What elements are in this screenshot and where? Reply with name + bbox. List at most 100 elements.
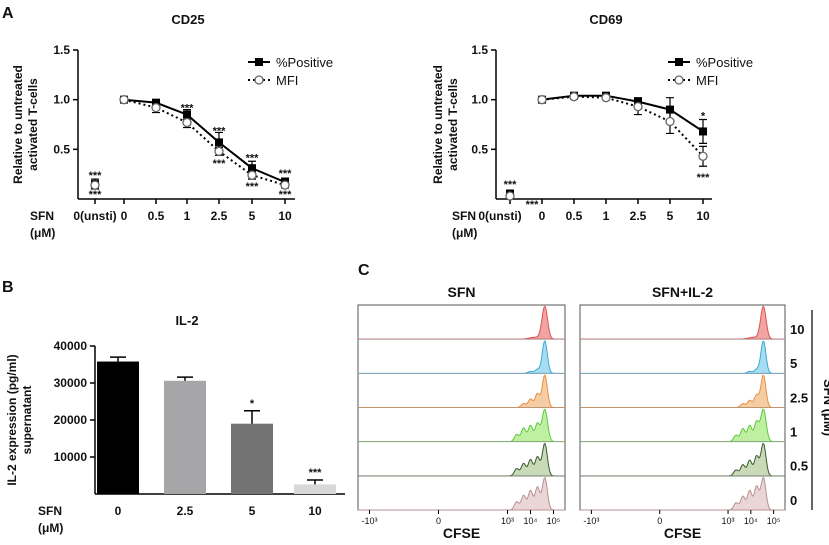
legend-label: MFI — [276, 73, 298, 88]
y-axis-label-line: Relative to untreated — [431, 65, 445, 184]
y-axis-label-line: Relative to untreated — [11, 65, 25, 184]
x-tick-label: 2.5 — [630, 209, 647, 223]
error-bar — [110, 356, 126, 362]
x-tick-label: 0 — [539, 209, 546, 223]
x-tick-label: 0 — [115, 504, 122, 518]
histogram-area-1 — [358, 408, 565, 443]
x-tick-label: 10³ — [501, 516, 514, 526]
x-axis-label-prefix: SFN — [452, 209, 476, 223]
histogram-area-5 — [358, 339, 565, 374]
significance-label: *** — [279, 189, 293, 201]
significance-label: *** — [526, 199, 540, 211]
significance-label: *** — [504, 179, 518, 191]
error-bar — [244, 410, 260, 424]
histogram-area-5 — [580, 340, 785, 374]
y-tick-label: 0.5 — [53, 142, 70, 156]
data-point-circle — [537, 95, 547, 105]
x-tick-label: 10⁵ — [547, 516, 561, 526]
x-tick-label: 5 — [249, 209, 256, 223]
x-tick-label: 0(unsti) — [73, 209, 116, 223]
x-tick-label: 10⁴ — [524, 516, 538, 526]
y-axis-label: Relative to untreatedactivated T-cells — [431, 65, 460, 184]
bar — [164, 380, 206, 494]
panel-letter-b: B — [2, 279, 14, 296]
y-tick-label: 1.0 — [471, 93, 488, 107]
legend-marker-circle — [674, 75, 684, 85]
y-axis-label-line: IL-2 expression (pg/ml) — [5, 354, 19, 485]
x-tick-label: 0.5 — [566, 209, 583, 223]
chart-cd25: CD25 Relative to untreatedactivated T-cel… — [11, 12, 333, 240]
error-bar — [177, 376, 193, 381]
data-point-square — [248, 164, 256, 173]
histogram-area-1 — [580, 408, 785, 443]
x-tick-label: 10³ — [722, 516, 735, 526]
significance-label: *** — [213, 158, 227, 170]
y-axis-label: IL-2 expression (pg/ml)supernatant — [5, 354, 34, 485]
significance-label: *** — [181, 103, 195, 115]
x-tick-label: 0.5 — [148, 209, 165, 223]
chart-cd69: CD69 Relative to untreatedactivated T-cel… — [431, 12, 753, 240]
bar — [294, 484, 336, 494]
row-label: 0.5 — [790, 459, 808, 474]
x-axis-label-prefix: SFN — [38, 504, 62, 518]
y-tick-label: 0.5 — [471, 142, 488, 156]
data-point-circle — [569, 92, 579, 102]
x-tick-label: 0 — [121, 209, 128, 223]
legend-marker-square — [255, 58, 263, 66]
x-tick-label: 10 — [696, 209, 710, 223]
legend-label: %Positive — [276, 55, 333, 70]
legend-label: %Positive — [696, 55, 753, 70]
y-axis-label-line: supernatant — [20, 386, 34, 455]
histogram-area-0-5 — [580, 442, 785, 477]
x-axis-label: CFSE — [664, 525, 701, 541]
x-tick-label: 10 — [308, 504, 322, 518]
histogram-panel-title: SFN+IL-2 — [652, 284, 713, 300]
error-bar — [307, 479, 323, 485]
chart-title: IL-2 — [175, 313, 198, 328]
x-axis-label: CFSE — [443, 525, 480, 541]
data-point-circle — [505, 191, 515, 201]
data-point-circle — [247, 170, 257, 180]
significance-label: *** — [89, 170, 103, 182]
legend-marker-circle — [254, 75, 264, 85]
histogram-area-0 — [580, 476, 785, 511]
y-axis-label-line: activated T-cells — [26, 78, 40, 171]
data-point-circle — [601, 93, 611, 103]
chart-title: CD69 — [589, 12, 622, 27]
x-tick-label: 0 — [657, 516, 662, 526]
y-tick-label: 10000 — [54, 450, 88, 464]
y-tick-label: 30000 — [54, 376, 88, 390]
chart-cfse: SFN -10³ 0 10³ 10⁴ 10⁵ CFSE SFN+IL-2 -10³ 0 10³ 10⁴… — [357, 284, 829, 541]
data-point-square — [699, 127, 707, 136]
x-axis-label-unit: (μM) — [452, 226, 477, 240]
significance-label: *** — [697, 172, 711, 184]
histogram-area-10 — [580, 305, 785, 340]
x-tick-label: -10³ — [361, 516, 377, 526]
data-point-circle — [151, 102, 161, 113]
significance-label: *** — [89, 189, 103, 201]
y-tick-label: 1.5 — [471, 43, 488, 57]
significance-label: *** — [246, 181, 260, 193]
x-tick-label: 5 — [667, 209, 674, 223]
data-point-circle — [280, 180, 290, 190]
row-label: 0 — [790, 493, 797, 508]
panel-letter-c: C — [358, 262, 370, 279]
data-point-circle — [182, 117, 192, 128]
bar — [97, 361, 139, 494]
chart-il2: IL-2 IL-2 expression (pg/ml)supernatant 10… — [5, 313, 345, 535]
row-label: 2.5 — [790, 390, 808, 405]
x-tick-label: -10³ — [583, 516, 599, 526]
series-line-mfi — [123, 98, 286, 187]
x-tick-label: 5 — [249, 504, 256, 518]
side-label: SFN (μM) — [821, 379, 829, 436]
data-point-square — [183, 110, 191, 119]
y-tick-label: 1.0 — [53, 93, 70, 107]
row-label: 5 — [790, 356, 797, 371]
significance-label: * — [250, 398, 255, 410]
x-tick-label: 10⁴ — [744, 516, 758, 526]
significance-label: *** — [246, 152, 260, 164]
histogram-panel-title: SFN — [448, 284, 476, 300]
data-point-circle — [90, 180, 100, 190]
x-tick-label: 0 — [436, 516, 441, 526]
